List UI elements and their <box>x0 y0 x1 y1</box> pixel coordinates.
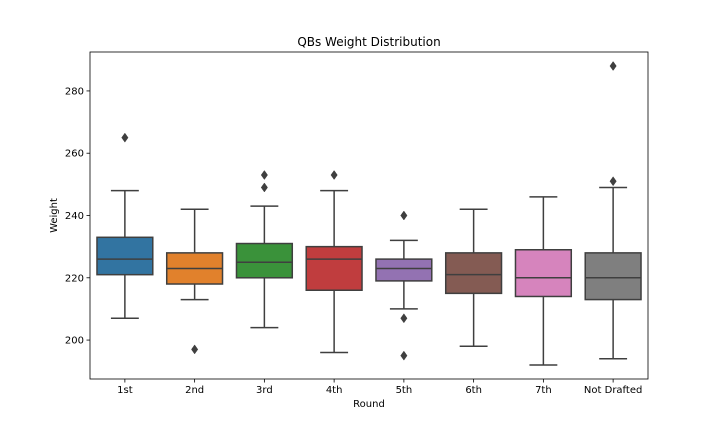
y-tick-label: 200 <box>65 336 84 347</box>
outlier-point <box>609 61 617 71</box>
box-iqr <box>235 242 294 279</box>
outlier-point <box>609 176 617 187</box>
axes: 1st 2nd 3rd 4th 5th 6th 7th Not Drafted 200 220 24… <box>65 86 642 396</box>
x-tick-label: 6th <box>465 385 482 396</box>
box-iqr <box>584 252 642 301</box>
x-tick-label: 4th <box>326 385 343 396</box>
outlier-point <box>400 313 408 324</box>
x-tick-label: Not Drafted <box>584 385 642 396</box>
box-group <box>305 170 363 354</box>
y-axis-label: Weight <box>49 198 60 233</box>
box-group <box>375 210 433 361</box>
box-group <box>165 208 224 355</box>
outlier-point <box>260 170 268 180</box>
plot-area <box>96 61 642 366</box>
y-tick-label: 220 <box>65 273 84 284</box>
box-group <box>444 208 503 348</box>
box-iqr <box>444 252 503 295</box>
box-iqr <box>305 245 363 291</box>
y-tick-label: 260 <box>65 149 84 160</box>
x-tick-label: 3rd <box>256 385 273 396</box>
box-iqr <box>514 249 573 298</box>
outlier-point <box>330 170 338 180</box>
outlier-point <box>400 350 408 361</box>
chart-title: QBs Weight Distribution <box>297 35 440 49</box>
box-group <box>584 61 642 360</box>
outlier-point <box>121 132 129 143</box>
x-tick-label: 7th <box>535 385 552 396</box>
y-tick-label: 240 <box>65 211 84 222</box>
box-iqr <box>96 236 154 276</box>
box-iqr <box>375 258 433 282</box>
box-group <box>235 170 294 329</box>
outlier-point <box>400 210 408 221</box>
x-tick-label: 1st <box>117 385 133 396</box>
box-group <box>514 196 573 366</box>
box-group <box>96 132 154 320</box>
x-tick-label: 2nd <box>185 385 204 396</box>
outlier-point <box>191 344 199 355</box>
outlier-point <box>260 182 268 193</box>
x-axis-label: Round <box>353 399 385 410</box>
y-tick-label: 280 <box>65 86 84 97</box>
x-tick-label: 5th <box>396 385 413 396</box>
